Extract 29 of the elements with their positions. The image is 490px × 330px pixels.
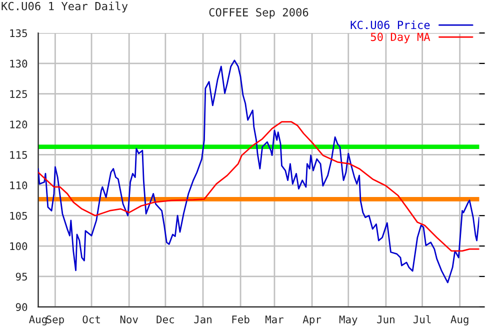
- x-tick-label: Dec: [156, 316, 174, 324]
- x-tick-label: Aug: [29, 316, 47, 326]
- x-tick-label: Oct: [82, 315, 100, 324]
- x-tick-label: Jul: [413, 315, 431, 324]
- y-tick-label: 135: [10, 29, 27, 38]
- x-tick-label: May: [339, 316, 358, 326]
- x-tick-label: Jan: [194, 316, 212, 324]
- legend-label: KC.U06 Price: [350, 20, 430, 30]
- y-tick-label: 125: [10, 90, 27, 98]
- line-series: [38, 60, 480, 284]
- y-tick-label: 120: [10, 120, 28, 128]
- x-tick-label: Nov: [120, 316, 138, 324]
- chart-title: COFFEE Sep 2006: [209, 8, 308, 19]
- y-tick-label: 110: [10, 181, 28, 190]
- x-tick-label: Sep: [46, 315, 64, 326]
- y-tick-label: 115: [10, 151, 27, 159]
- y-tick-label: 100: [10, 242, 28, 250]
- y-tick-label: 130: [10, 60, 28, 68]
- text: KC.U06 1 Year Daily: [2, 2, 128, 12]
- x-tick-label: Mar: [266, 316, 284, 324]
- y-tick-label: 105: [10, 212, 27, 220]
- x-tick-label: Jun: [377, 316, 394, 324]
- y-tick-label: 90: [16, 303, 28, 312]
- x-tick-label: Feb: [232, 315, 250, 324]
- legend-label: 50 Day MA: [370, 32, 430, 44]
- line-series: [38, 121, 480, 252]
- y-tick-label: 95: [16, 272, 27, 281]
- x-tick-label: Apr: [302, 316, 322, 326]
- x-tick-label: Aug: [450, 316, 468, 326]
